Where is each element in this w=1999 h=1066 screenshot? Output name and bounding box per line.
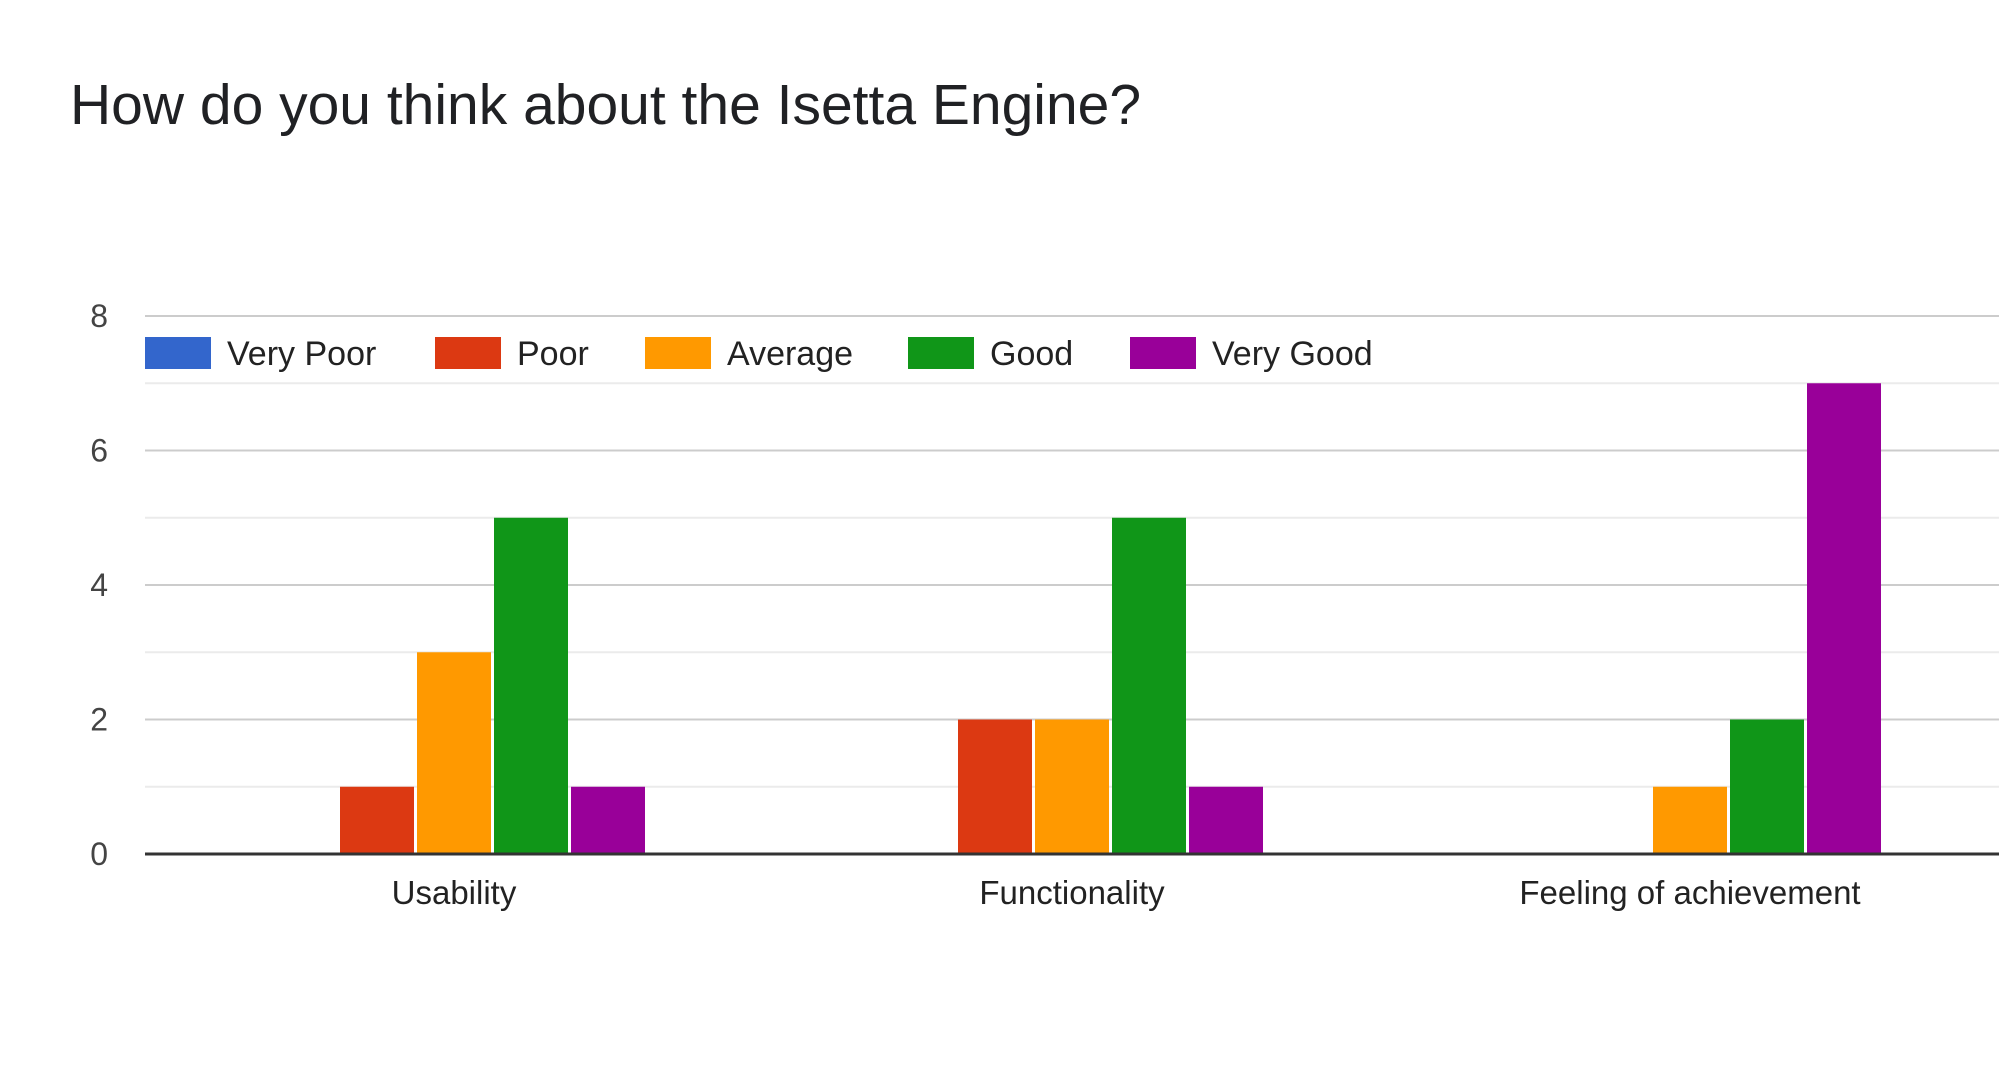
x-category-label: Usability [392, 874, 517, 911]
legend-label: Average [727, 335, 853, 373]
legend-label: Very Good [1212, 335, 1373, 373]
bar-average [1035, 719, 1109, 854]
bar-poor [340, 786, 414, 854]
bar-average [417, 652, 491, 854]
legend-swatch [645, 337, 711, 369]
y-axis-ticks: 0 2 4 6 8 [90, 298, 108, 872]
legend: Very Poor Poor Average Good Very Good [145, 335, 1373, 373]
legend-label: Very Poor [227, 335, 376, 373]
bar-poor [958, 719, 1032, 854]
bar-good [1730, 719, 1804, 854]
legend-swatch [145, 337, 211, 369]
bar-very-good [571, 786, 645, 854]
bar-very-good [1807, 383, 1881, 854]
x-category-label: Feeling of achievement [1519, 874, 1860, 911]
bar-average [1653, 786, 1727, 854]
y-tick-label: 8 [90, 298, 108, 334]
y-tick-label: 6 [90, 433, 108, 469]
bars [340, 383, 1881, 854]
legend-swatch [908, 337, 974, 369]
y-tick-label: 4 [90, 567, 108, 603]
y-tick-label: 2 [90, 702, 108, 738]
legend-swatch [435, 337, 501, 369]
y-tick-label: 0 [90, 836, 108, 872]
bar-good [494, 517, 568, 854]
legend-swatch [1130, 337, 1196, 369]
legend-label: Poor [517, 335, 589, 373]
x-axis-labels: Usability Functionality Feeling of achieve… [392, 874, 1861, 911]
bar-very-good [1189, 786, 1263, 854]
x-category-label: Functionality [979, 874, 1165, 911]
bar-good [1112, 517, 1186, 854]
legend-label: Good [990, 335, 1073, 373]
chart-title: How do you think about the Isetta Engine… [70, 73, 1142, 137]
